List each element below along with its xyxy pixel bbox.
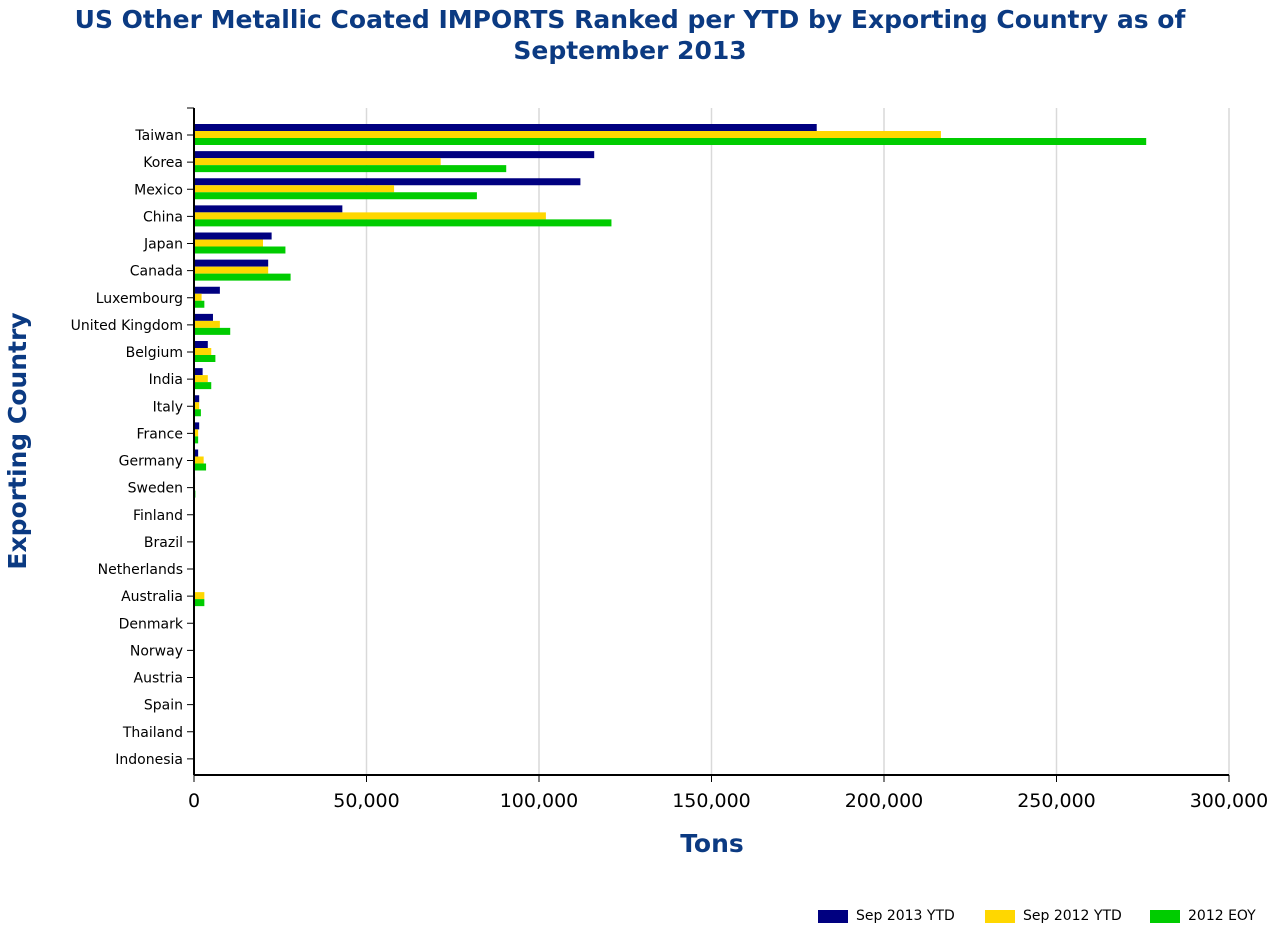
y-tick-label-16: Netherlands — [98, 562, 183, 578]
bar-taiwan-sep-2012-ytd — [194, 131, 941, 138]
y-tick-label-1: Korea — [143, 155, 183, 171]
bar-belgium-sep-2013-ytd — [194, 341, 208, 348]
bar-united-kingdom-sep-2013-ytd — [194, 313, 213, 321]
bar-korea-2012-eoy — [194, 165, 507, 173]
y-tick-label-4: Japan — [143, 237, 183, 253]
x-tick-label-6: 300,000 — [1190, 790, 1269, 812]
bar-india-sep-2013-ytd — [194, 368, 203, 376]
bar-mexico-2012-eoy — [194, 192, 477, 200]
bar-australia-sep-2012-ytd — [194, 592, 205, 600]
legend-label-sep-2013: Sep 2013 YTD — [856, 908, 955, 924]
y-tick-label-14: Finland — [133, 508, 183, 524]
bar-japan-sep-2012-ytd — [194, 239, 263, 247]
y-tick-label-6: Luxembourg — [96, 291, 183, 307]
legend: Sep 2013 YTD — [818, 906, 955, 926]
y-tick-label-18: Denmark — [119, 616, 184, 632]
y-tick-label-23: Indonesia — [115, 752, 183, 768]
bar-india-2012-eoy — [194, 382, 212, 390]
x-tick-label-5: 250,000 — [1017, 790, 1096, 812]
y-tick-label-19: Norway — [130, 643, 183, 659]
y-tick-label-15: Brazil — [144, 535, 183, 551]
bar-belgium-2012-eoy — [194, 355, 216, 362]
y-tick-label-7: United Kingdom — [71, 318, 183, 334]
bar-italy-sep-2013-ytd — [194, 395, 200, 403]
y-tick-label-22: Thailand — [122, 725, 183, 741]
bar-luxembourg-sep-2013-ytd — [194, 286, 220, 294]
bar-canada-sep-2012-ytd — [194, 266, 269, 274]
y-tick-label-0: Taiwan — [134, 128, 183, 144]
y-tick-label-20: Austria — [134, 671, 183, 687]
y-tick-label-10: Italy — [153, 399, 183, 415]
y-tick-label-3: China — [143, 209, 183, 225]
bar-korea-sep-2013-ytd — [194, 151, 595, 159]
legend-item-2: Sep 2012 YTD — [985, 906, 1122, 926]
bar-germany-sep-2013-ytd — [194, 449, 199, 457]
bar-france-sep-2013-ytd — [194, 422, 200, 430]
bar-canada-sep-2013-ytd — [194, 259, 269, 267]
x-tick-label-1: 50,000 — [333, 790, 399, 812]
y-tick-label-5: Canada — [130, 264, 183, 280]
bar-taiwan-2012-eoy — [194, 138, 1147, 145]
bar-belgium-sep-2012-ytd — [194, 348, 212, 355]
y-tick-label-17: Australia — [121, 589, 183, 605]
y-tick-label-9: India — [149, 372, 183, 388]
bar-series — [194, 124, 1147, 769]
bar-japan-sep-2013-ytd — [194, 232, 272, 240]
y-tick-label-13: Sweden — [128, 481, 183, 497]
bar-china-sep-2012-ytd — [194, 212, 546, 220]
bar-united-kingdom-sep-2012-ytd — [194, 320, 220, 328]
bar-mexico-sep-2013-ytd — [194, 178, 581, 186]
bar-india-sep-2012-ytd — [194, 375, 208, 383]
tick-labels: 0 50,000 100,000 150,000 200,000 250,000 300,0… — [71, 128, 1269, 812]
legend-swatch-2012-eoy — [1150, 909, 1180, 923]
bar-italy-2012-eoy — [194, 409, 201, 417]
x-tick-label-0: 0 — [188, 790, 200, 812]
y-tick-label-21: Spain — [144, 698, 183, 714]
bar-france-2012-eoy — [194, 436, 199, 444]
bar-germany-2012-eoy — [194, 463, 207, 471]
x-axis-title: Tons — [680, 829, 744, 858]
y-tick-label-11: France — [136, 426, 183, 442]
bar-canada-2012-eoy — [194, 273, 291, 281]
bar-mexico-sep-2012-ytd — [194, 185, 395, 193]
y-tick-label-2: Mexico — [134, 182, 183, 198]
bar-luxembourg-2012-eoy — [194, 300, 205, 308]
x-tick-label-3: 150,000 — [672, 790, 751, 812]
legend-item-3: 2012 EOY — [1150, 906, 1256, 926]
bar-italy-sep-2012-ytd — [194, 402, 200, 410]
legend-label-sep-2012: Sep 2012 YTD — [1023, 908, 1122, 924]
gridlines — [365, 108, 1230, 775]
bar-luxembourg-sep-2012-ytd — [194, 293, 202, 301]
x-tick-label-4: 200,000 — [845, 790, 924, 812]
bar-korea-sep-2012-ytd — [194, 158, 441, 166]
bar-australia-2012-eoy — [194, 599, 205, 607]
legend-swatch-sep-2013 — [818, 909, 848, 923]
bar-germany-sep-2012-ytd — [194, 456, 204, 464]
axes — [187, 107, 1230, 782]
bar-united-kingdom-2012-eoy — [194, 327, 231, 335]
bar-china-2012-eoy — [194, 219, 612, 227]
bar-china-sep-2013-ytd — [194, 205, 343, 213]
y-tick-label-12: Germany — [119, 454, 183, 470]
x-tick-label-2: 100,000 — [500, 790, 579, 812]
legend-label-2012-eoy: 2012 EOY — [1188, 908, 1256, 924]
y-axis-title: Exporting Country — [3, 312, 32, 569]
bar-japan-2012-eoy — [194, 246, 286, 254]
bar-france-sep-2012-ytd — [194, 429, 199, 437]
legend-swatch-sep-2012 — [985, 909, 1015, 923]
bar-taiwan-sep-2013-ytd — [194, 124, 817, 131]
chart-title: US Other Metallic Coated IMPORTS Ranked … — [74, 5, 1186, 65]
y-tick-label-8: Belgium — [126, 345, 183, 361]
